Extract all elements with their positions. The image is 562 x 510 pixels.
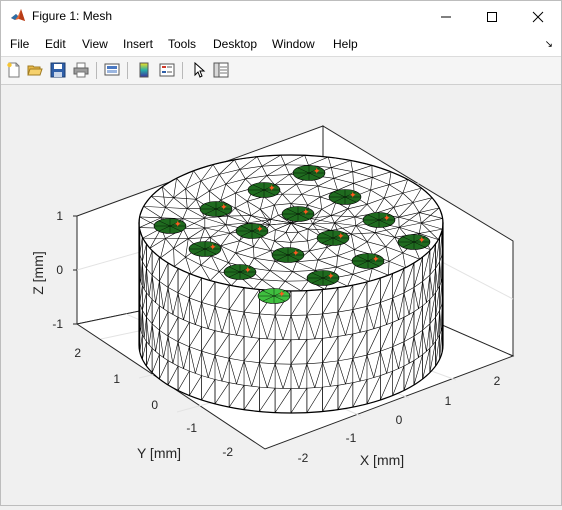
electrode-patch[interactable]: ✦ [272,248,304,263]
electrode-patch[interactable]: ✦ [189,242,221,257]
link-plot-icon [104,62,120,78]
menu-edit[interactable]: Edit [45,37,66,51]
electrode-marker-icon: ✦ [327,272,335,282]
x-axis-label: X [mm] [360,452,404,468]
x-tick-label: -2 [298,451,309,465]
mesh-cylinder[interactable]: ✦ ✦ ✦ ✦ ✦ ✦ ✦ ✦ ✦ ✦ ✦ ✦ ✦ ✦ ✦ ✦ [139,155,443,413]
electrode-patch[interactable]: ✦ [282,207,314,222]
electrode-patch[interactable]: ✦ [258,289,290,304]
x-tick-label: 1 [445,394,452,408]
new-figure-button[interactable] [4,60,24,80]
figure-canvas[interactable]: ✦ ✦ ✦ ✦ ✦ ✦ ✦ ✦ ✦ ✦ ✦ ✦ ✦ ✦ ✦ ✦ 1 0 -1 2 1 0 -1 -2 -2 -… [1,85,561,505]
window-title: Figure 1: Mesh [32,9,112,23]
colorbar-icon [136,62,152,78]
electrode-patch[interactable]: ✦ [398,235,430,250]
colorbar-button[interactable] [134,60,154,80]
print-button[interactable] [71,60,91,80]
electrode-patch[interactable]: ✦ [293,166,325,181]
z-axis-ticks: 1 0 -1 [52,209,77,331]
electrode-patch[interactable]: ✦ [224,265,256,280]
electrode-patch[interactable]: ✦ [363,213,395,228]
y-tick-label: -2 [222,445,233,459]
electrode-marker-icon: ✦ [256,225,264,235]
print-icon [73,62,89,78]
maximize-icon [486,11,498,23]
menu-file[interactable]: File [10,37,29,51]
menu-view[interactable]: View [82,37,108,51]
electrode-patch[interactable]: ✦ [317,231,349,246]
z-tick-label: 1 [56,209,63,223]
electrode-patch[interactable]: ✦ [248,183,280,198]
electrode-patch[interactable]: ✦ [200,202,232,217]
z-tick-label: 0 [56,263,63,277]
electrode-marker-icon: ✦ [349,191,357,201]
menu-insert[interactable]: Insert [123,37,153,51]
legend-icon [159,62,175,78]
electrode-marker-icon: ✦ [278,290,286,300]
save-button[interactable] [48,60,68,80]
electrode-marker-icon: ✦ [209,243,217,253]
title-bar[interactable]: Figure 1: Mesh [1,1,561,32]
save-icon [50,62,66,78]
legend-button[interactable] [157,60,177,80]
y-axis-label: Y [mm] [137,445,181,461]
menu-tools[interactable]: Tools [168,37,196,51]
electrode-patch[interactable]: ✦ [236,224,268,239]
property-inspector-button[interactable] [211,60,231,80]
y-tick-label: 2 [74,346,81,360]
electrode-marker-icon: ✦ [302,208,310,218]
figure-toolbar [1,57,561,85]
z-axis-label: Z [mm] [30,251,46,295]
electrode-marker-icon: ✦ [244,266,252,276]
z-tick-label: -1 [52,317,63,331]
new-figure-icon [6,62,22,78]
minimize-button[interactable] [423,1,469,32]
electrode-patch[interactable]: ✦ [307,271,339,286]
close-icon [532,11,544,23]
electrode-marker-icon: ✦ [337,232,345,242]
open-file-button[interactable] [25,60,45,80]
pointer-icon [191,62,207,78]
electrode-marker-icon: ✦ [174,220,182,230]
menu-window[interactable]: Window [272,37,315,51]
menu-bar: File Edit View Insert Tools Desktop Wind… [1,32,561,57]
electrode-marker-icon: ✦ [220,203,228,213]
close-button[interactable] [515,1,561,32]
minimize-icon [440,11,452,23]
y-tick-label: 0 [151,398,158,412]
pointer-button[interactable] [189,60,209,80]
toolbar-separator [127,62,128,79]
electrode-marker-icon: ✦ [313,167,321,177]
x-tick-label: 2 [494,374,501,388]
toolbar-separator [96,62,97,79]
matlab-logo-icon [10,8,26,24]
link-plot-button[interactable] [102,60,122,80]
dock-arrow-icon[interactable]: ↘ [545,39,553,50]
axes-3d[interactable]: ✦ ✦ ✦ ✦ ✦ ✦ ✦ ✦ ✦ ✦ ✦ ✦ ✦ ✦ ✦ ✦ 1 0 -1 2 1 0 -1 -2 -2 -… [1,85,561,505]
electrode-marker-icon: ✦ [418,236,426,246]
y-tick-label: 1 [113,372,120,386]
open-file-icon [27,62,43,78]
electrode-marker-icon: ✦ [383,214,391,224]
electrode-marker-icon: ✦ [292,249,300,259]
electrode-patch[interactable]: ✦ [154,219,186,234]
property-inspector-icon [213,62,229,78]
electrode-marker-icon: ✦ [372,255,380,265]
toolbar-separator [182,62,183,79]
menu-help[interactable]: Help [333,37,358,51]
x-tick-label: -1 [346,431,357,445]
y-tick-label: -1 [186,421,197,435]
menu-desktop[interactable]: Desktop [213,37,257,51]
electrode-marker-icon: ✦ [268,184,276,194]
electrode-patch[interactable]: ✦ [329,190,361,205]
electrode-patch[interactable]: ✦ [352,254,384,269]
maximize-button[interactable] [469,1,515,32]
x-tick-label: 0 [396,413,403,427]
